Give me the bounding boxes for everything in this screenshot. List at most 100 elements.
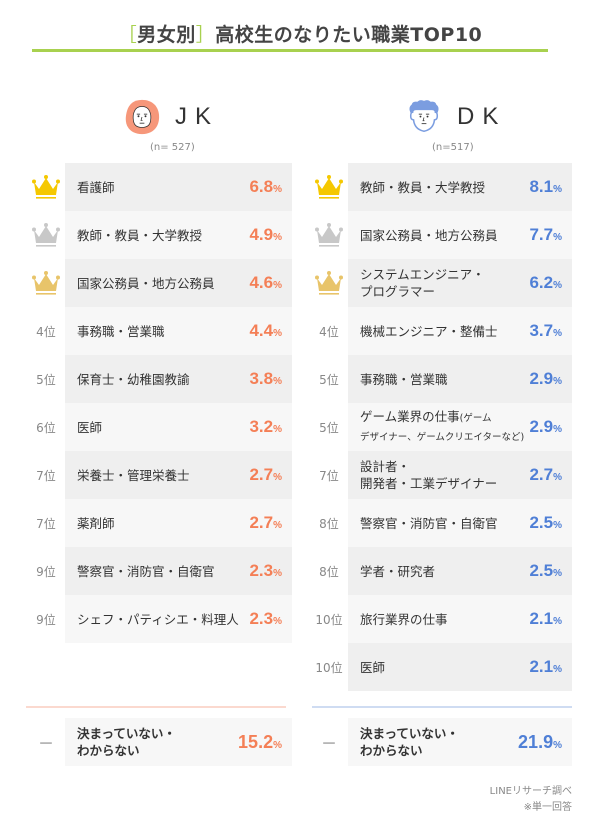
percent-value: 2.3% — [249, 561, 282, 581]
row-cell: ゲーム業界の仕事(ゲーム デザイナー、ゲームクリエイターなど) 2.9% — [348, 403, 572, 451]
rank-label: 7位 — [36, 468, 56, 483]
job-label: 栄養士・管理栄養士 — [77, 467, 190, 483]
row-cell: 薬剤師 2.7% — [65, 499, 292, 547]
percent-value: 2.9% — [529, 369, 562, 389]
percent-value: 4.9% — [249, 225, 282, 245]
row-cell: 設計者・ 開発者・工業デザイナー 2.7% — [348, 451, 572, 499]
unit: % — [273, 568, 282, 579]
job-label: 警察官・消防官・自衛官 — [77, 563, 215, 579]
percent-value: 21.9% — [518, 732, 562, 753]
job-line-1: ゲーム業界の仕事 — [360, 409, 460, 424]
crown-gold-icon — [31, 174, 61, 200]
rank-3 — [310, 259, 348, 307]
row-cell: 教師・教員・大学教授 8.1% — [348, 163, 572, 211]
percent-value: 2.7% — [249, 465, 282, 485]
job-label: 旅行業界の仕事 — [360, 611, 448, 627]
rank-label: 7位 — [36, 516, 56, 531]
row-cell: 栄養士・管理栄養士 2.7% — [65, 451, 292, 499]
table-row: 教師・教員・大学教授 4.9% — [27, 211, 292, 259]
row-cell: 教師・教員・大学教授 4.9% — [65, 211, 292, 259]
unit: % — [273, 739, 282, 751]
unit: % — [273, 616, 282, 627]
table-row: システムエンジニア・ プログラマー 6.2% — [310, 259, 572, 307]
source-note: LINEリサーチ調べ — [489, 786, 572, 797]
job-label: 設計者・開発者・工業デザイナー — [360, 458, 497, 492]
value: 6.8 — [249, 177, 274, 196]
jk-divider — [26, 706, 286, 708]
dk-sample-size: (n=517) — [432, 142, 474, 153]
value: 4.4 — [249, 321, 274, 340]
rank-label: 8位 — [319, 564, 339, 579]
value: 6.2 — [529, 273, 554, 292]
percent-value: 3.8% — [249, 369, 282, 389]
value: 2.5 — [529, 513, 554, 532]
dk-header: DK — [405, 97, 506, 137]
dk-undecided-row: － 決まっていない・ わからない 21.9% — [310, 718, 572, 766]
rank-1 — [310, 163, 348, 211]
table-row: 4位 機械エンジニア・整備士 3.7% — [310, 307, 572, 355]
job-label: 事務職・営業職 — [77, 323, 165, 339]
row-cell: 医師 2.1% — [348, 643, 572, 691]
unit: % — [553, 184, 562, 195]
job-line-1: 設計者・ — [360, 459, 411, 474]
job-label: シェフ・パティシエ・料理人 — [77, 611, 239, 627]
crown-bronze-icon — [314, 270, 344, 296]
value: 3.2 — [249, 417, 274, 436]
girl-face-icon — [125, 99, 160, 135]
job-line-2: わからない — [360, 743, 423, 758]
percent-value: 2.3% — [249, 609, 282, 629]
percent-value: 2.5% — [529, 513, 562, 533]
percent-value: 8.1% — [529, 177, 562, 197]
rank-label: 5位 — [36, 372, 56, 387]
unit: % — [273, 280, 282, 291]
row-cell: 国家公務員・地方公務員 4.6% — [65, 259, 292, 307]
row-cell: 決まっていない・ わからない 15.2% — [65, 718, 292, 766]
table-row: 8位 学者・研究者 2.5% — [310, 547, 572, 595]
crown-silver-icon — [314, 222, 344, 248]
table-row: 7位 薬剤師 2.7% — [27, 499, 292, 547]
table-row: 5位 保育士・幼稚園教諭 3.8% — [27, 355, 292, 403]
crown-bronze-icon — [31, 270, 61, 296]
jk-sample-size: (n= 527) — [150, 142, 195, 153]
unit: % — [273, 472, 282, 483]
unit: % — [553, 376, 562, 387]
unit: % — [273, 184, 282, 195]
table-row: 4位 事務職・営業職 4.4% — [27, 307, 292, 355]
job-line-1: 決まっていない・ — [77, 726, 176, 741]
table-row: 5位 事務職・営業職 2.9% — [310, 355, 572, 403]
job-label: 学者・研究者 — [360, 563, 436, 579]
job-line-2: 開発者・工業デザイナー — [360, 476, 498, 491]
rank-dash: － — [37, 734, 54, 753]
row-cell: 保育士・幼稚園教諭 3.8% — [65, 355, 292, 403]
unit: % — [273, 232, 282, 243]
job-label: 警察官・消防官・自衛官 — [360, 515, 498, 531]
value: 3.7 — [529, 321, 554, 340]
rank-1 — [27, 163, 65, 211]
job-line-1: 決まっていない・ — [360, 726, 459, 741]
jk-label: JK — [175, 103, 220, 130]
job-label: 教師・教員・大学教授 — [360, 179, 486, 195]
value: 2.9 — [529, 417, 554, 436]
table-row: 7位 栄養士・管理栄養士 2.7% — [27, 451, 292, 499]
crown-gold-icon — [314, 174, 344, 200]
value: 8.1 — [529, 177, 554, 196]
value: 4.9 — [249, 225, 274, 244]
job-label: 機械エンジニア・整備士 — [360, 323, 498, 339]
percent-value: 4.6% — [249, 273, 282, 293]
job-label: 事務職・営業職 — [360, 371, 448, 387]
job-line-1: システムエンジニア・ — [360, 267, 485, 282]
unit: % — [553, 232, 562, 243]
dk-ranking-list: 教師・教員・大学教授 8.1% 国家公務員・地方公務員 7.7% システムエンジ… — [310, 163, 572, 691]
job-label: 決まっていない・ わからない — [360, 725, 459, 759]
unit: % — [553, 520, 562, 531]
rank-label: 10位 — [315, 660, 343, 675]
row-cell: 決まっていない・ わからない 21.9% — [348, 718, 572, 766]
job-label: 決まっていない・ わからない — [77, 725, 176, 759]
row-cell: 事務職・営業職 2.9% — [348, 355, 572, 403]
value: 2.9 — [529, 369, 554, 388]
percent-value: 2.7% — [249, 513, 282, 533]
rank-label: 4位 — [319, 324, 339, 339]
rank-label: 10位 — [315, 612, 343, 627]
table-row: 国家公務員・地方公務員 7.7% — [310, 211, 572, 259]
row-cell: 看護師 6.8% — [65, 163, 292, 211]
